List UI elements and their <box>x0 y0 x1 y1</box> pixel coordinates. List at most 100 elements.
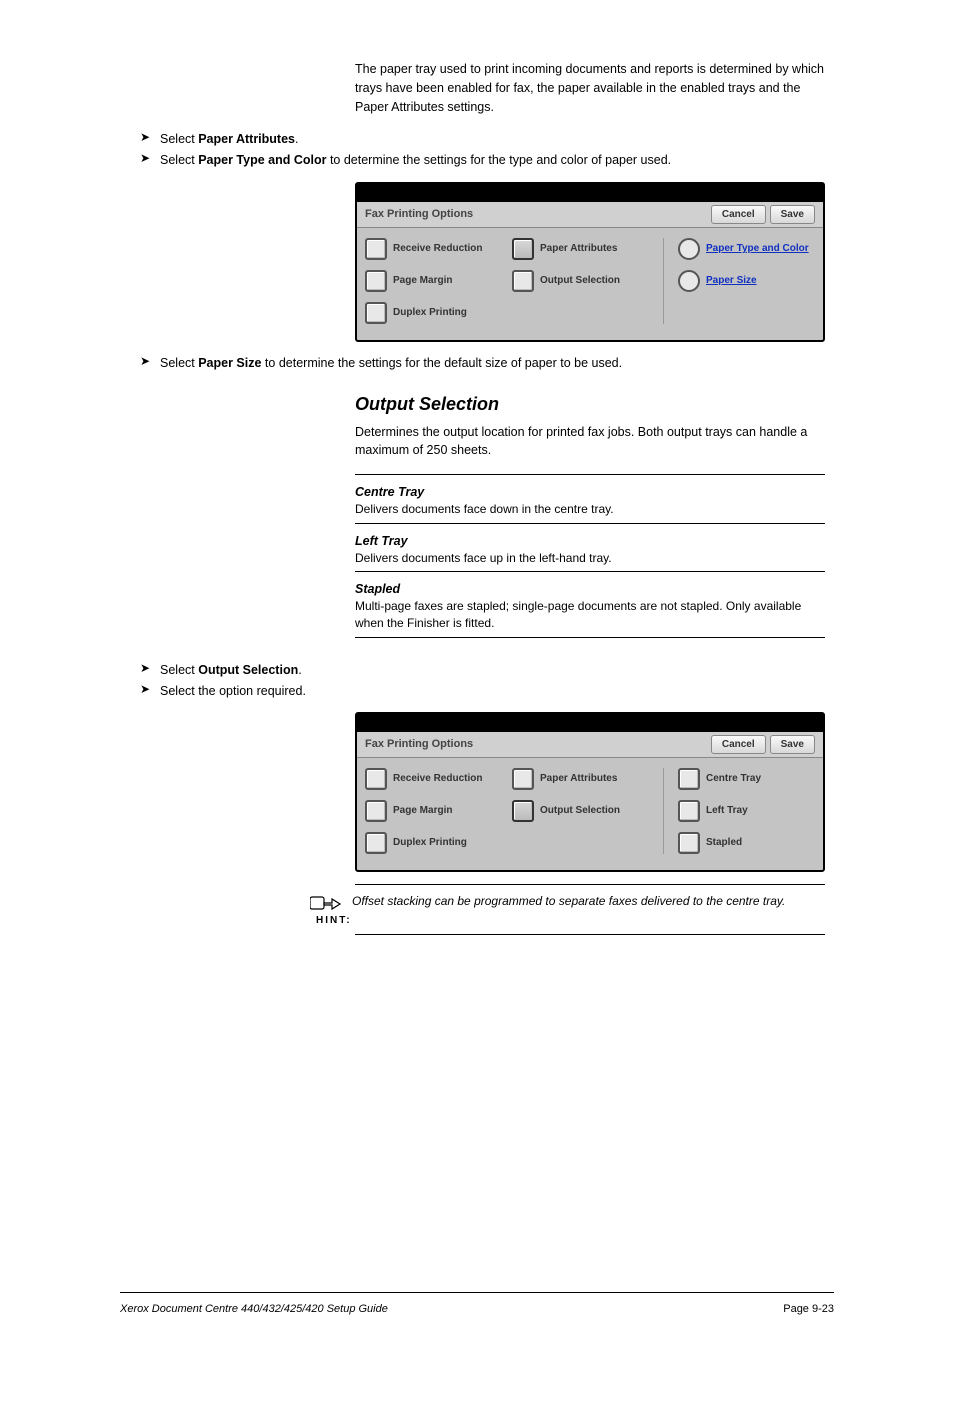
lead-paragraph: The paper tray used to print incoming do… <box>355 60 834 116</box>
option-box-icon <box>678 800 700 822</box>
dialog-title: Fax Printing Options <box>365 738 707 750</box>
option-desc: Delivers documents face down in the cent… <box>355 501 825 518</box>
option-box-icon <box>512 270 534 292</box>
cancel-button[interactable]: Cancel <box>711 735 766 754</box>
option-output-selection[interactable]: Output Selection <box>512 800 649 822</box>
output-lead: Determines the output location for print… <box>355 423 834 461</box>
option-centre-tray: Centre Tray Delivers documents face down… <box>355 485 825 518</box>
footer-page-number: Page 9-23 <box>783 1303 834 1315</box>
screenshot-col-1: Receive Reduction Page Margin Duplex Pri… <box>365 768 502 854</box>
option-duplex-printing[interactable]: Duplex Printing <box>365 832 502 854</box>
option-box-icon <box>365 270 387 292</box>
bullet-text: Select Paper Size to determine the setti… <box>160 354 834 372</box>
radio-icon <box>678 270 700 292</box>
option-page-margin[interactable]: Page Margin <box>365 270 502 292</box>
bullet-rest: to determine the settings for the defaul… <box>261 356 622 370</box>
hint-row: Offset stacking can be programmed to sep… <box>310 893 830 915</box>
dialog-title: Fax Printing Options <box>365 208 707 220</box>
chevron-right-icon: ➤ <box>140 130 160 148</box>
page-footer: Xerox Document Centre 440/432/425/420 Se… <box>120 1303 834 1315</box>
divider <box>355 884 825 885</box>
footer-doc-title: Xerox Document Centre 440/432/425/420 Se… <box>120 1303 388 1315</box>
option-paper-attributes[interactable]: Paper Attributes <box>512 768 649 790</box>
option-label: Output Selection <box>540 805 620 816</box>
option-left-tray[interactable]: Left Tray <box>678 800 815 822</box>
option-stapled-out[interactable]: Stapled <box>678 832 815 854</box>
bullet-label: Output Selection <box>198 663 298 677</box>
bullet-text: Select the option required. <box>160 682 834 700</box>
option-box-icon <box>512 238 534 260</box>
bullet-row: ➤ Select Paper Type and Color to determi… <box>120 151 834 169</box>
option-stapled: Stapled Multi-page faxes are stapled; si… <box>355 582 825 633</box>
screenshot-col-1: Receive Reduction Page Margin Duplex Pri… <box>365 238 502 324</box>
bullet-text: Select Paper Attributes. <box>160 130 834 148</box>
bullet-row: ➤ Select Paper Attributes. <box>120 130 834 148</box>
screenshot-col-3: Paper Type and Color Paper Size <box>678 238 815 324</box>
option-box-icon <box>365 768 387 790</box>
option-receive-reduction[interactable]: Receive Reduction <box>365 238 502 260</box>
bullet-label: Paper Type and Color <box>198 153 326 167</box>
divider <box>355 934 825 935</box>
subhead-output-selection: Output Selection <box>355 394 834 415</box>
chevron-right-icon: ➤ <box>140 151 160 169</box>
screenshot-body: Receive Reduction Page Margin Duplex Pri… <box>357 758 823 870</box>
option-box-icon <box>365 832 387 854</box>
option-label: Duplex Printing <box>393 837 467 848</box>
option-label: Duplex Printing <box>393 307 467 318</box>
divider <box>355 523 825 524</box>
page: The paper tray used to print incoming do… <box>0 0 954 1351</box>
option-label: Page Margin <box>393 805 452 816</box>
option-box-icon <box>512 768 534 790</box>
option-paper-attributes[interactable]: Paper Attributes <box>512 238 649 260</box>
screenshot-output-selection: Fax Printing Options Cancel Save Receive… <box>355 712 825 872</box>
bullet-rest: to determine the settings for the type a… <box>326 153 671 167</box>
screenshot-col-3: Centre Tray Left Tray Stapled <box>678 768 815 854</box>
option-centre-tray[interactable]: Centre Tray <box>678 768 815 790</box>
option-name: Left Tray <box>355 534 825 548</box>
hint-hand-icon <box>310 893 342 915</box>
radio-icon <box>678 238 700 260</box>
bullet-label: Paper Size <box>198 356 261 370</box>
screenshot-paper-attributes: Fax Printing Options Cancel Save Receive… <box>355 182 825 342</box>
option-duplex-printing[interactable]: Duplex Printing <box>365 302 502 324</box>
bullet-text: Select Paper Type and Color to determine… <box>160 151 834 169</box>
option-label: Centre Tray <box>706 773 761 784</box>
option-label: Receive Reduction <box>393 773 482 784</box>
bullet-rest: . <box>298 663 301 677</box>
screenshot-titlebar: Fax Printing Options Cancel Save <box>357 732 823 758</box>
option-box-icon <box>678 768 700 790</box>
screenshot-body: Receive Reduction Page Margin Duplex Pri… <box>357 228 823 340</box>
cancel-button[interactable]: Cancel <box>711 205 766 224</box>
save-button[interactable]: Save <box>770 735 815 754</box>
option-paper-size[interactable]: Paper Size <box>678 270 815 292</box>
chevron-right-icon: ➤ <box>140 661 160 679</box>
screenshot-top-border <box>357 184 823 202</box>
screenshot-top-border <box>357 714 823 732</box>
option-output-selection[interactable]: Output Selection <box>512 270 649 292</box>
save-button[interactable]: Save <box>770 205 815 224</box>
bullet-row: ➤ Select Paper Size to determine the set… <box>120 354 834 372</box>
option-page-margin[interactable]: Page Margin <box>365 800 502 822</box>
bullet-label: Paper Attributes <box>198 132 295 146</box>
vertical-divider <box>663 768 664 854</box>
bullet-row: ➤ Select Output Selection. <box>120 661 834 679</box>
option-box-icon <box>512 800 534 822</box>
option-desc: Delivers documents face up in the left-h… <box>355 550 825 567</box>
option-label: Page Margin <box>393 275 452 286</box>
option-label: Output Selection <box>540 275 620 286</box>
option-name: Stapled <box>355 582 825 596</box>
option-label: Left Tray <box>706 805 748 816</box>
option-label: Stapled <box>706 837 742 848</box>
option-box-icon <box>365 238 387 260</box>
screenshot-titlebar: Fax Printing Options Cancel Save <box>357 202 823 228</box>
option-left-tray: Left Tray Delivers documents face up in … <box>355 534 825 567</box>
bullet-rest: . <box>295 132 298 146</box>
option-box-icon <box>365 302 387 324</box>
option-box-icon <box>678 832 700 854</box>
option-label: Paper Attributes <box>540 243 617 254</box>
option-paper-type-color[interactable]: Paper Type and Color <box>678 238 815 260</box>
chevron-right-icon: ➤ <box>140 354 160 372</box>
option-box-icon <box>365 800 387 822</box>
option-receive-reduction[interactable]: Receive Reduction <box>365 768 502 790</box>
chevron-right-icon: ➤ <box>140 682 160 700</box>
